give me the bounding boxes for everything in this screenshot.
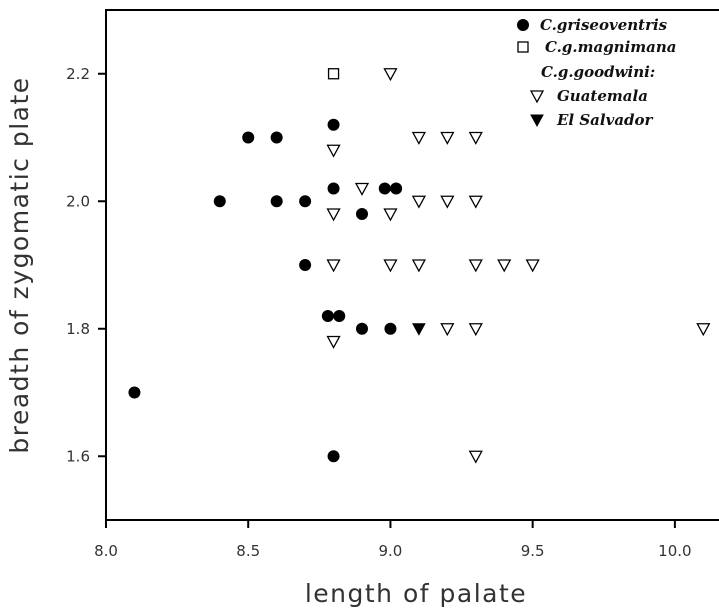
data-point [356, 322, 368, 335]
data-point [383, 68, 398, 82]
data-point [440, 323, 455, 337]
legend-label: Guatemala [557, 87, 648, 105]
data-point [412, 323, 426, 336]
data-point [468, 259, 483, 273]
legend: C.griseoventris C.g.magnimana C.g.goodwini… [517, 16, 677, 129]
data-point [411, 259, 426, 273]
legend-marker [530, 114, 544, 128]
data-point [327, 450, 340, 463]
y-axis-title: breadth of zygomatic plate [5, 76, 34, 453]
plot-frame [105, 9, 719, 521]
legend-marker [517, 19, 529, 31]
data-point [327, 68, 340, 80]
data-point [384, 322, 397, 335]
data-point [326, 335, 341, 349]
legend-label: C.griseoventris [540, 16, 668, 34]
data-point [390, 182, 403, 195]
data-point [468, 195, 483, 209]
data-point [326, 208, 341, 222]
data-point [327, 182, 340, 195]
data-point [326, 144, 341, 158]
x-tick-label: 8.5 [236, 542, 260, 560]
data-point [333, 310, 346, 322]
y-tick-label: 2.2 [66, 65, 90, 83]
data-point [411, 131, 426, 145]
data-point [213, 195, 226, 208]
data-point [440, 195, 455, 209]
data-point [383, 208, 398, 222]
data-point [354, 182, 370, 196]
data-point [383, 259, 398, 273]
data-point [299, 195, 312, 208]
y-tick-label: 2.0 [66, 192, 90, 210]
x-tick-label: 10.0 [658, 542, 691, 560]
data-point [378, 182, 391, 195]
y-tick-label: 1.8 [66, 320, 90, 338]
data-point [128, 386, 141, 399]
legend-label: C.g.magnimana [545, 38, 677, 56]
data-point [696, 323, 711, 337]
legend-label: El Salvador [556, 111, 654, 129]
x-axis-title: length of palate [305, 579, 527, 608]
legend-marker [529, 90, 545, 104]
data-point [468, 450, 483, 464]
legend-label: C.g.goodwini: [541, 63, 655, 81]
data-points [128, 68, 711, 464]
data-point [497, 259, 512, 273]
data-point [468, 131, 483, 145]
x-tick-label: 9.5 [521, 542, 545, 560]
axis-ticks: 8.0 8.5 9.0 9.5 10.0 1.6 1.8 2.0 2.2 [66, 65, 691, 560]
data-point [270, 131, 283, 144]
data-point [242, 131, 255, 144]
data-point [270, 195, 283, 208]
data-point [327, 118, 340, 131]
y-tick-label: 1.6 [66, 447, 90, 465]
data-point [411, 195, 426, 209]
data-point [356, 208, 368, 220]
data-point [326, 259, 341, 273]
legend-marker [517, 41, 529, 53]
data-point [468, 323, 483, 337]
x-tick-label: 8.0 [94, 542, 118, 560]
data-point [440, 131, 455, 145]
data-point [525, 259, 540, 273]
data-point [321, 310, 334, 322]
x-tick-label: 9.0 [379, 542, 403, 560]
data-point [299, 259, 312, 271]
